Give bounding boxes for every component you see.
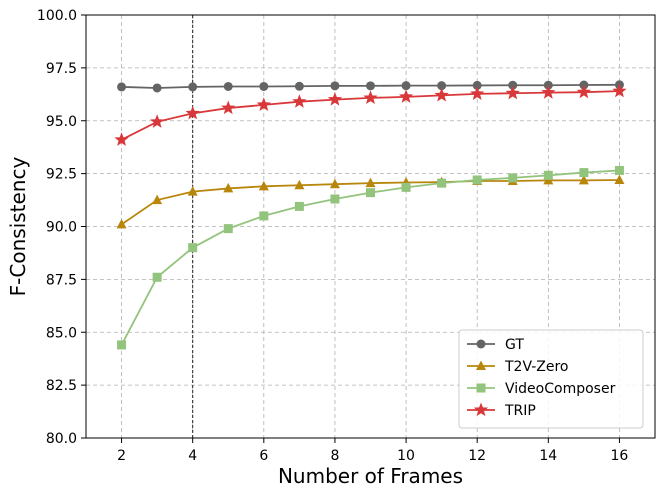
data-point: [505, 85, 520, 100]
y-tick-label: 95.0: [46, 114, 77, 130]
y-tick-label: 100.0: [37, 8, 77, 24]
data-point: [508, 80, 518, 90]
legend-label: T2V-Zero: [504, 359, 569, 375]
y-tick-label: 80.0: [46, 431, 77, 447]
data-point: [614, 165, 624, 175]
y-tick-label: 90.0: [46, 220, 77, 236]
data-point: [256, 97, 271, 111]
x-tick-label: 6: [259, 448, 268, 464]
series-videocomposer: [117, 165, 624, 350]
data-point: [223, 81, 233, 91]
data-point: [294, 81, 304, 91]
data-point: [614, 174, 625, 184]
data-point: [508, 173, 518, 183]
data-point: [259, 81, 269, 91]
series-trip: [114, 83, 627, 146]
series-group: [114, 80, 627, 350]
data-point: [116, 218, 127, 229]
legend-label: GT: [505, 337, 524, 353]
data-point: [188, 82, 198, 92]
y-tick-label: 92.5: [46, 167, 77, 183]
data-point: [292, 94, 307, 108]
data-point: [470, 86, 485, 100]
axis-ticks: 2 4 6 8 10 12 14 16 80.0 82.5 85.0 87.5 90.0 92.5 95.0…: [37, 8, 629, 464]
data-point: [576, 84, 592, 99]
legend-label: TRIP: [504, 403, 536, 419]
data-point: [434, 87, 449, 102]
data-point: [543, 170, 553, 180]
data-point: [185, 105, 200, 120]
data-point: [294, 201, 304, 211]
data-point: [578, 174, 589, 185]
data-point: [579, 168, 589, 178]
data-point: [187, 186, 198, 196]
y-tick-label: 82.5: [46, 378, 77, 394]
data-point: [472, 175, 482, 185]
data-point: [437, 178, 447, 188]
x-axis-label: Number of Frames: [278, 464, 463, 488]
y-tick-label: 87.5: [46, 272, 77, 288]
data-point: [330, 81, 340, 91]
data-point: [437, 81, 447, 91]
data-point: [152, 194, 163, 205]
data-point: [149, 114, 165, 128]
legend-swatch-marker: [476, 383, 486, 393]
data-point: [223, 182, 234, 193]
data-point: [188, 243, 198, 253]
data-point: [366, 81, 375, 91]
data-point: [330, 194, 340, 204]
data-point: [363, 90, 378, 104]
data-point: [329, 178, 340, 189]
data-point: [401, 81, 411, 91]
data-point: [472, 80, 482, 90]
y-axis-label: F-Consistency: [6, 157, 30, 297]
data-point: [398, 89, 414, 103]
data-point: [541, 85, 556, 99]
x-tick-label: 14: [539, 448, 557, 464]
legend-swatch-marker: [473, 402, 489, 417]
data-point: [401, 182, 411, 192]
data-point: [366, 188, 375, 198]
data-point: [223, 224, 233, 234]
legend-label: VideoComposer: [505, 381, 616, 397]
data-point: [294, 179, 305, 190]
data-point: [258, 180, 269, 191]
data-point: [117, 82, 127, 92]
x-tick-label: 2: [117, 448, 126, 464]
data-point: [259, 211, 269, 221]
data-point: [152, 272, 162, 282]
data-point: [327, 92, 343, 106]
data-point: [114, 132, 129, 146]
data-point: [365, 177, 376, 188]
x-tick-label: 12: [468, 448, 486, 464]
series-gt: [117, 80, 624, 93]
legend-box: [458, 329, 644, 429]
legend-swatch-marker: [476, 360, 486, 370]
x-tick-label: 16: [611, 448, 629, 464]
legend-swatch-marker: [476, 339, 486, 349]
x-tick-label: 8: [330, 448, 339, 464]
y-tick-label: 85.0: [46, 325, 77, 341]
y-tick-label: 97.5: [46, 61, 77, 77]
x-tick-label: 4: [188, 448, 197, 464]
data-point: [117, 340, 127, 350]
x-tick-label: 10: [397, 448, 415, 464]
data-point: [152, 83, 162, 93]
legend: GT T2V-Zero VideoComposer TRIP: [458, 329, 644, 429]
data-point: [221, 100, 236, 115]
data-point: [612, 83, 627, 98]
